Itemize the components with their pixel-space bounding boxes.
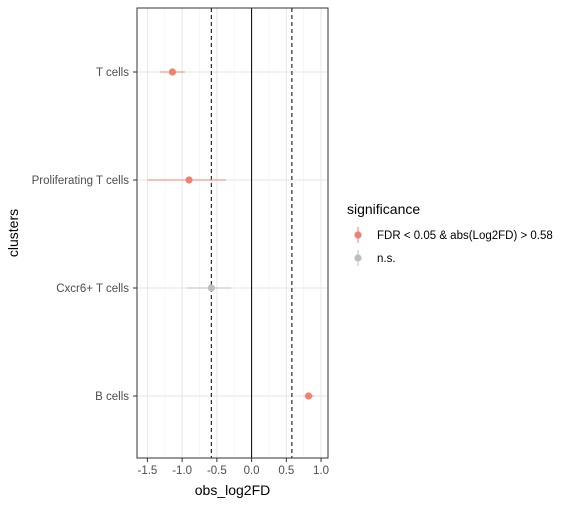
legend-label: FDR < 0.05 & abs(Log2FD) > 0.58: [377, 230, 553, 242]
data-point: [168, 68, 177, 76]
legend-key-point: [354, 254, 362, 262]
x-tick-label: -1.5: [138, 465, 158, 477]
grid: [137, 8, 328, 458]
y-axis-title: clusters: [5, 209, 21, 257]
legend-label: n.s.: [377, 253, 396, 265]
x-tick-label: 0.0: [244, 465, 260, 477]
legend: significance FDR < 0.05 & abs(Log2FD) > …: [347, 201, 553, 266]
legend-entries: FDR < 0.05 & abs(Log2FD) > 0.58 n.s.: [354, 227, 553, 266]
error-bars: [147, 71, 315, 397]
x-tick-label: -0.5: [207, 465, 227, 477]
axes: -1.5 -1.0 -0.5 0.0 0.5 1.0 T cells Proliferatin…: [32, 67, 329, 477]
data-points: [168, 68, 313, 400]
x-tick-label: -1.0: [172, 465, 192, 477]
panel-border: [136, 7, 329, 459]
reference-lines: [210, 8, 293, 458]
data-point: [185, 176, 193, 184]
x-tick-label: 1.0: [313, 465, 329, 477]
y-tick-label: T cells: [96, 67, 129, 79]
x-tick-label: 0.5: [278, 465, 294, 477]
y-tick-label: Cxcr6+ T cells: [56, 283, 129, 295]
y-tick-label: B cells: [95, 391, 129, 403]
x-axis-title: obs_log2FD: [195, 482, 271, 498]
legend-key-point: [354, 231, 362, 239]
legend-title: significance: [347, 201, 420, 217]
data-point: [207, 284, 215, 292]
data-point: [304, 392, 313, 400]
y-tick-label: Proliferating T cells: [32, 175, 130, 187]
